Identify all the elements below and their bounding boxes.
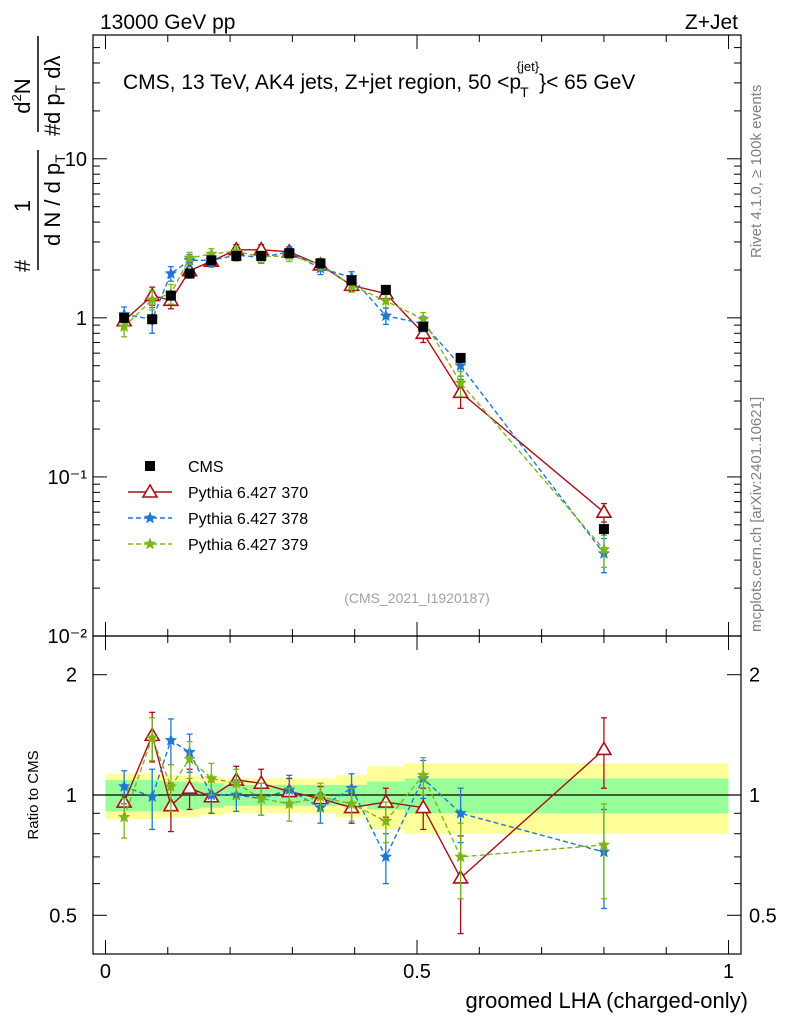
legend: CMS Pythia 6.427 370 Pythia 6.427 378 Pythi… — [128, 459, 308, 554]
ratio-series-1-marker — [145, 790, 159, 803]
legend-cms-marker — [145, 461, 155, 471]
x-tick-label: 0.5 — [403, 961, 431, 983]
ratio-frame — [92, 635, 742, 955]
cms-data-point — [256, 250, 267, 261]
ratio-series-1-marker — [117, 779, 131, 792]
main-y-tick-label: 10⁻¹ — [48, 467, 88, 489]
ratio-series-2-marker — [345, 797, 358, 810]
main-series-2-marker — [183, 251, 196, 264]
ylabel-hash: # — [40, 123, 65, 136]
header-right: Z+Jet — [685, 11, 738, 34]
main-series-2-marker — [145, 293, 159, 306]
cms-data-point — [598, 524, 609, 535]
ylabel-prefix: # — [10, 259, 35, 272]
main-series-2-marker — [597, 542, 611, 555]
cms-data-point — [418, 321, 429, 332]
x-tick-label: 0 — [100, 961, 111, 983]
ratio-series-2-marker — [314, 790, 327, 803]
main-series-0-marker — [595, 503, 613, 519]
main-series-1-marker — [164, 266, 178, 279]
main-title: CMS, 13 TeV, AK4 jets, Z+jet region, 50 … — [123, 59, 635, 100]
ratio-series-1-marker — [379, 850, 393, 863]
ratio-series-2-group — [117, 717, 611, 900]
ratio-series-2-marker — [254, 791, 268, 804]
ylabel-frac2-den: d pT dλ — [40, 55, 68, 124]
main-series-0-group — [115, 241, 613, 523]
ratio-panel: 2 2 1 1 0.5 0.5 0 0.5 1 — [49, 635, 777, 983]
main-series-1-line — [124, 251, 605, 554]
ylabel-frac1-den: d N / d pT — [40, 154, 68, 246]
ratio-series-1-marker — [454, 806, 467, 819]
ratio-series-0-marker — [414, 799, 432, 814]
ratio-y-axis-label: Ratio to CMS — [25, 750, 42, 839]
ratio-y-tick-label-left: 0.5 — [49, 905, 77, 927]
ratio-y-tick-label-right: 1 — [749, 785, 760, 807]
cms-data-point — [455, 352, 466, 363]
cms-data-point — [284, 248, 295, 259]
x-axis-label: groomed LHA (charged-only) — [466, 988, 748, 1013]
main-series-0-marker — [414, 324, 432, 340]
ratio-series-2-marker — [205, 771, 218, 784]
cms-data-point — [206, 255, 217, 266]
ratio-series-2-marker — [145, 731, 159, 744]
ratio-y-tick-label-left: 1 — [66, 785, 77, 807]
main-y-tick-label: 1 — [76, 308, 87, 330]
ratio-series-2-marker — [117, 810, 131, 823]
x-tick-label: 1 — [723, 961, 734, 983]
main-y-tick-label: 10⁻² — [48, 626, 88, 648]
rivet-label: Rivet 4.1.0, ≥ 100k events — [748, 85, 765, 258]
ratio-y-tick-label-right: 2 — [749, 665, 760, 687]
main-series-1-marker — [379, 309, 393, 322]
ratio-series-1-marker — [164, 733, 178, 746]
ratio-series-0-marker — [595, 740, 613, 756]
legend-label: Pythia 6.427 379 — [188, 537, 308, 554]
main-series-2-marker — [454, 376, 467, 389]
ratio-series-2-marker — [597, 838, 611, 851]
legend-marker — [141, 483, 159, 498]
main-y-axis-label: # 1 d N / d pT # d2N d pT dλ — [9, 36, 68, 272]
cms-data-point — [184, 268, 195, 279]
legend-label: Pythia 6.427 370 — [188, 485, 308, 502]
watermark: (CMS_2021_I1920187) — [344, 590, 490, 606]
ratio-series-0-marker — [181, 779, 198, 794]
ratio-series-2-line — [123, 735, 604, 858]
legend-cms-label: CMS — [188, 459, 224, 476]
cms-data-point — [119, 312, 130, 323]
ratio-y-tick-label-left: 2 — [66, 665, 77, 687]
legend-label: Pythia 6.427 378 — [188, 511, 308, 528]
mcplots-label: mcplots.cern.ch [arXiv:2401.10621] — [748, 397, 765, 632]
cms-data-point — [315, 258, 326, 269]
main-y-tick-label: 10 — [65, 149, 87, 171]
ratio-series-2-marker — [379, 814, 393, 827]
main-series-2-line — [123, 250, 605, 550]
cms-data-point — [380, 284, 391, 295]
cms-data-point — [147, 314, 158, 325]
main-series-2-marker — [117, 320, 131, 333]
main-series-2-marker — [379, 294, 393, 307]
cms-data-point — [231, 250, 242, 261]
ratio-series-1-line — [123, 739, 605, 859]
main-panel: 10 1 10⁻¹ 10⁻² CMS, 13 TeV, AK4 jets, Z+jet… — [48, 34, 742, 648]
ratio-y-tick-label-right: 0.5 — [749, 905, 777, 927]
header-left: 13000 GeV pp — [100, 11, 235, 34]
main-series-1-marker — [454, 359, 467, 372]
legend-marker — [143, 537, 157, 550]
cms-data-point — [165, 290, 176, 301]
ratio-series-2-marker — [416, 768, 430, 781]
ylabel-frac1-num: 1 — [10, 200, 35, 212]
cms-data-point — [346, 275, 357, 286]
ratio-series-2-marker — [164, 779, 178, 792]
ylabel-frac2-num: d2N — [9, 78, 35, 113]
ratio-series-2-marker — [282, 797, 296, 810]
ratio-series-2-marker — [454, 850, 467, 863]
legend-marker — [143, 511, 157, 524]
ratio-series-2-marker — [183, 752, 196, 765]
cms-data-group — [119, 248, 609, 536]
ratio-series-2-marker — [229, 776, 243, 789]
